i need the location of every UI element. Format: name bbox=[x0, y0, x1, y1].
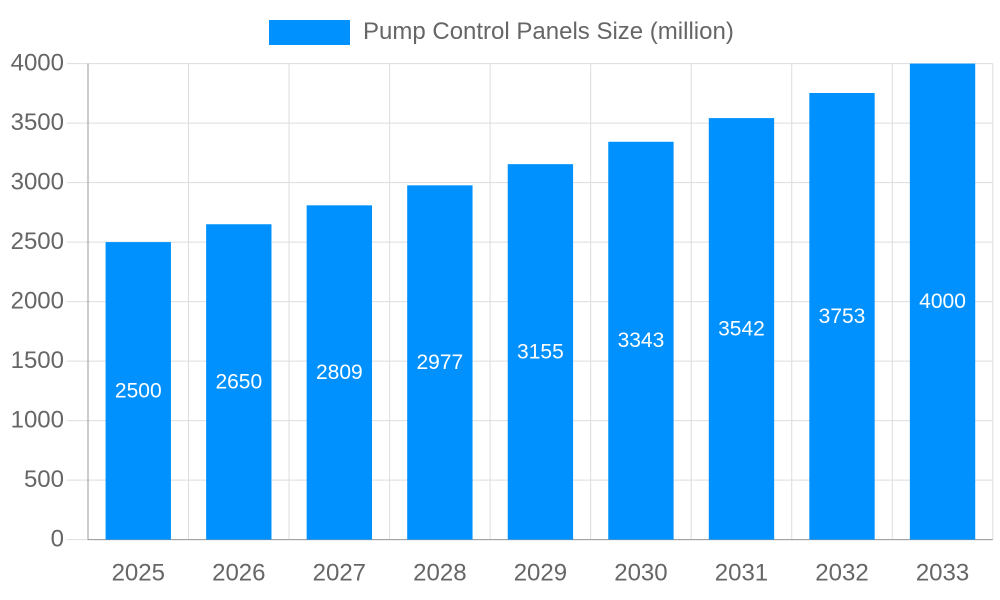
svg-text:0: 0 bbox=[51, 526, 64, 553]
svg-text:4000: 4000 bbox=[11, 50, 64, 77]
svg-text:2500: 2500 bbox=[115, 379, 162, 402]
svg-text:2650: 2650 bbox=[215, 370, 262, 393]
svg-text:1000: 1000 bbox=[11, 407, 64, 434]
svg-text:2809: 2809 bbox=[316, 361, 363, 384]
svg-text:3753: 3753 bbox=[819, 305, 866, 328]
svg-text:3343: 3343 bbox=[618, 329, 665, 352]
svg-text:2500: 2500 bbox=[11, 228, 64, 255]
svg-text:2025: 2025 bbox=[112, 560, 165, 587]
svg-text:2026: 2026 bbox=[212, 560, 265, 587]
svg-text:500: 500 bbox=[24, 466, 64, 493]
svg-text:2028: 2028 bbox=[413, 560, 466, 587]
svg-text:3155: 3155 bbox=[517, 340, 564, 363]
svg-text:1500: 1500 bbox=[11, 347, 64, 374]
svg-text:2029: 2029 bbox=[514, 560, 567, 587]
svg-text:3500: 3500 bbox=[11, 109, 64, 136]
svg-text:2032: 2032 bbox=[815, 560, 868, 587]
svg-text:2031: 2031 bbox=[715, 560, 768, 587]
svg-text:2000: 2000 bbox=[11, 288, 64, 315]
svg-text:2027: 2027 bbox=[313, 560, 366, 587]
svg-text:4000: 4000 bbox=[919, 290, 966, 313]
svg-text:2033: 2033 bbox=[916, 560, 969, 587]
svg-text:3542: 3542 bbox=[718, 317, 765, 340]
svg-text:2977: 2977 bbox=[417, 351, 464, 374]
svg-text:3000: 3000 bbox=[11, 169, 64, 196]
svg-text:2030: 2030 bbox=[614, 560, 667, 587]
